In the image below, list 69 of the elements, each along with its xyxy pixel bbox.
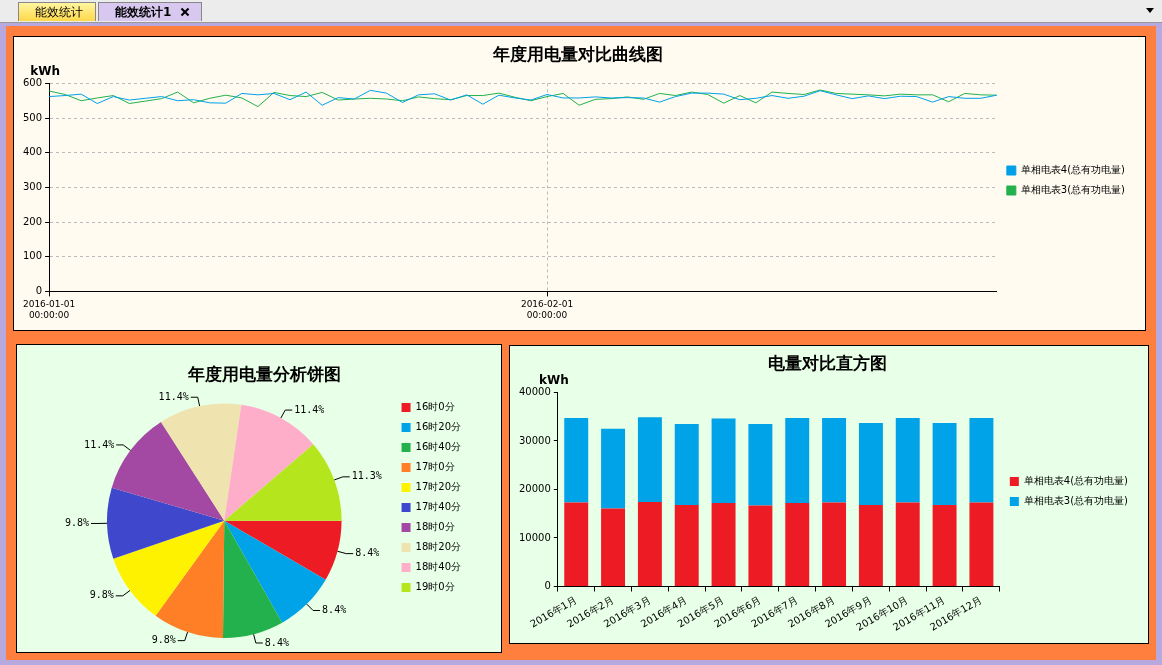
y-tick-label: 300 (22, 180, 43, 192)
chart-title: 电量对比直方图 (767, 352, 887, 373)
y-tick-label: 400 (22, 146, 43, 158)
legend-label: 单相电表4(总有功电量) (1023, 475, 1129, 487)
y-tick-label: 20000 (519, 483, 551, 495)
y-tick-label: 0 (35, 284, 43, 296)
y-tick-label: 200 (22, 215, 43, 227)
legend-label: 16时20分 (415, 421, 461, 433)
legend-label: 单相电表3(总有功电量) (1020, 184, 1126, 196)
bar (674, 504, 699, 587)
bar (564, 502, 589, 587)
bar (895, 502, 920, 587)
bar (564, 418, 589, 503)
bar (711, 418, 736, 504)
bar (674, 423, 699, 505)
bar (895, 418, 920, 503)
legend-label: 17时40分 (415, 501, 461, 513)
bar (932, 422, 957, 505)
bar (637, 417, 662, 503)
legend-label: 单相电表3(总有功电量) (1023, 495, 1129, 507)
y-tick-label: 0 (544, 580, 551, 592)
legend-label: 18时40分 (415, 561, 461, 573)
bar (601, 428, 626, 509)
legend-label: 16时40分 (415, 441, 461, 453)
y-tick-label: 10000 (519, 531, 551, 543)
bar (858, 422, 883, 505)
bar (748, 423, 773, 506)
legend-label: 单相电表4(总有功电量) (1020, 164, 1126, 176)
bar (785, 418, 810, 504)
data-label: 11.4% (84, 438, 115, 450)
bar (822, 502, 847, 587)
data-label: 8.4% (322, 604, 347, 616)
data-label: 11.4% (294, 403, 325, 415)
data-label: 9.8% (64, 517, 90, 529)
chart-title: 年度用电量分析饼图 (186, 363, 341, 384)
y-axis-title: kWh (538, 372, 569, 387)
data-label: 11.3% (351, 470, 382, 482)
legend-label: 17时0分 (415, 461, 455, 473)
data-label: 9.8% (151, 634, 176, 646)
bar (711, 503, 736, 587)
bar (637, 502, 662, 587)
data-label: 9.8% (89, 589, 114, 601)
data-label: 11.4% (158, 390, 189, 402)
bar (969, 418, 994, 503)
bar (822, 418, 847, 503)
legend-label: 18时0分 (415, 521, 455, 533)
data-label: 8.4% (355, 547, 380, 559)
y-tick-label: 500 (22, 111, 43, 123)
bar (969, 502, 994, 587)
data-label: 8.4% (264, 636, 289, 648)
x-tick-label: 2016-01-01 00:00:00 (22, 299, 76, 320)
bar (932, 504, 957, 587)
y-tick-label: 30000 (519, 434, 551, 446)
bar (748, 505, 773, 587)
y-axis-title: kWh (30, 63, 60, 78)
chart-title: 年度用电量对比曲线图 (491, 43, 663, 64)
y-tick-label: 100 (22, 250, 43, 262)
legend-label: 18时20分 (415, 541, 461, 553)
bar (785, 503, 810, 587)
text: 能效统计1 (115, 4, 172, 21)
y-tick-label: 600 (22, 76, 43, 88)
bar (858, 504, 883, 587)
x-tick-label: 2016-02-01 00:00:00 (520, 299, 574, 320)
y-tick-label: 40000 (519, 385, 551, 397)
legend-label: 19时0分 (415, 581, 455, 593)
legend-label: 16时0分 (415, 401, 455, 413)
legend-label: 17时20分 (415, 481, 461, 493)
bar (601, 508, 626, 587)
text: 能效统计 (35, 4, 83, 21)
